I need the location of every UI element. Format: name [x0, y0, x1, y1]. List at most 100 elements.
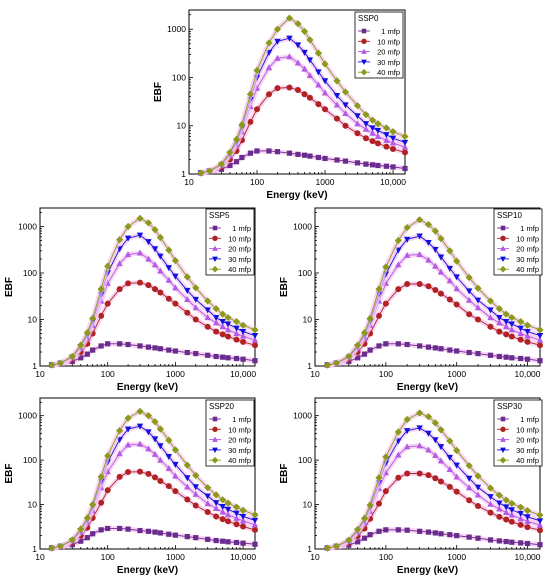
data-point [369, 138, 376, 145]
legend-marker [500, 426, 506, 432]
data-point [475, 502, 482, 509]
data-point [425, 430, 432, 437]
data-point [438, 346, 444, 352]
data-point [183, 461, 191, 469]
data-point [509, 355, 515, 361]
data-point [496, 319, 503, 326]
legend-label: 40 mfp [377, 68, 400, 77]
y-tick-label: 10 [28, 500, 38, 510]
data-point [165, 454, 173, 461]
data-point [425, 472, 432, 479]
y-axis-label: EBF [4, 277, 15, 297]
data-point [375, 500, 382, 507]
y-tick-label: 10 [303, 315, 313, 325]
x-axis-label: Energy (keV) [117, 565, 178, 576]
legend-label: 10 mfp [228, 234, 251, 243]
data-point [383, 136, 390, 143]
data-point [453, 488, 460, 495]
data-point [219, 310, 227, 318]
data-point [172, 488, 179, 495]
data-point [503, 538, 509, 545]
data-point [437, 457, 445, 464]
data-point [219, 319, 226, 326]
data-point [536, 511, 544, 519]
data-point [165, 265, 173, 272]
data-point [157, 530, 163, 536]
data-point [68, 536, 76, 544]
x-axis-label: Energy (keV) [397, 565, 458, 576]
data-point [152, 286, 159, 293]
data-point [354, 113, 361, 120]
data-point [171, 446, 179, 454]
data-point [417, 343, 423, 349]
data-point [416, 409, 424, 417]
x-axis-label: Energy (keV) [117, 382, 178, 393]
data-point [474, 484, 482, 491]
data-point [403, 415, 411, 424]
legend-title: SSP20 [209, 402, 234, 411]
data-point [537, 358, 543, 364]
x-tick-label: 1000 [316, 177, 335, 187]
data-point [213, 513, 220, 520]
data-point [465, 484, 473, 491]
data-point [524, 356, 531, 362]
data-point [362, 135, 369, 142]
data-point [266, 148, 272, 154]
data-point [116, 427, 124, 435]
data-point [274, 149, 281, 155]
data-point [366, 501, 374, 509]
data-point [294, 87, 301, 94]
data-point [48, 544, 56, 552]
data-point [104, 452, 112, 460]
data-point [151, 418, 159, 426]
series-10-mfp [48, 279, 258, 369]
legend-marker [500, 436, 506, 442]
data-point [466, 349, 472, 356]
legend-label: 20 mfp [516, 436, 539, 445]
x-tick-label: 10,000 [230, 369, 256, 379]
data-point [416, 470, 423, 477]
data-point [366, 314, 374, 323]
data-point [432, 530, 438, 536]
data-point [524, 338, 531, 345]
data-point [315, 81, 322, 88]
data-point [403, 251, 411, 258]
data-point [517, 330, 524, 337]
data-point [89, 500, 97, 509]
data-point [360, 514, 369, 522]
data-point [219, 323, 226, 330]
data-point [151, 436, 159, 443]
data-point [172, 461, 179, 468]
data-point [341, 88, 350, 96]
legend-marker [361, 59, 367, 65]
data-point [136, 214, 144, 222]
legend-label: 10 mfp [377, 37, 400, 46]
data-point [524, 328, 531, 335]
data-point [355, 355, 361, 361]
data-point [224, 506, 232, 513]
data-point [437, 268, 445, 275]
data-point [416, 251, 423, 258]
data-point [537, 342, 543, 349]
data-point [376, 528, 382, 534]
x-tick-label: 1000 [447, 369, 466, 379]
data-point [151, 226, 159, 234]
data-point [404, 470, 411, 477]
x-tick-label: 1000 [166, 369, 185, 379]
data-point [220, 538, 226, 544]
data-point [286, 84, 293, 91]
data-point [446, 277, 454, 284]
data-point [90, 531, 96, 537]
y-axis-label: EBF [4, 464, 15, 484]
data-point [395, 341, 401, 347]
data-point [368, 116, 377, 124]
data-point [425, 256, 432, 263]
data-point [145, 344, 152, 350]
data-point [156, 425, 164, 433]
data-point [402, 149, 408, 156]
legend-marker [500, 245, 506, 251]
data-point [172, 273, 179, 280]
data-point [225, 333, 232, 340]
data-point [395, 474, 402, 481]
